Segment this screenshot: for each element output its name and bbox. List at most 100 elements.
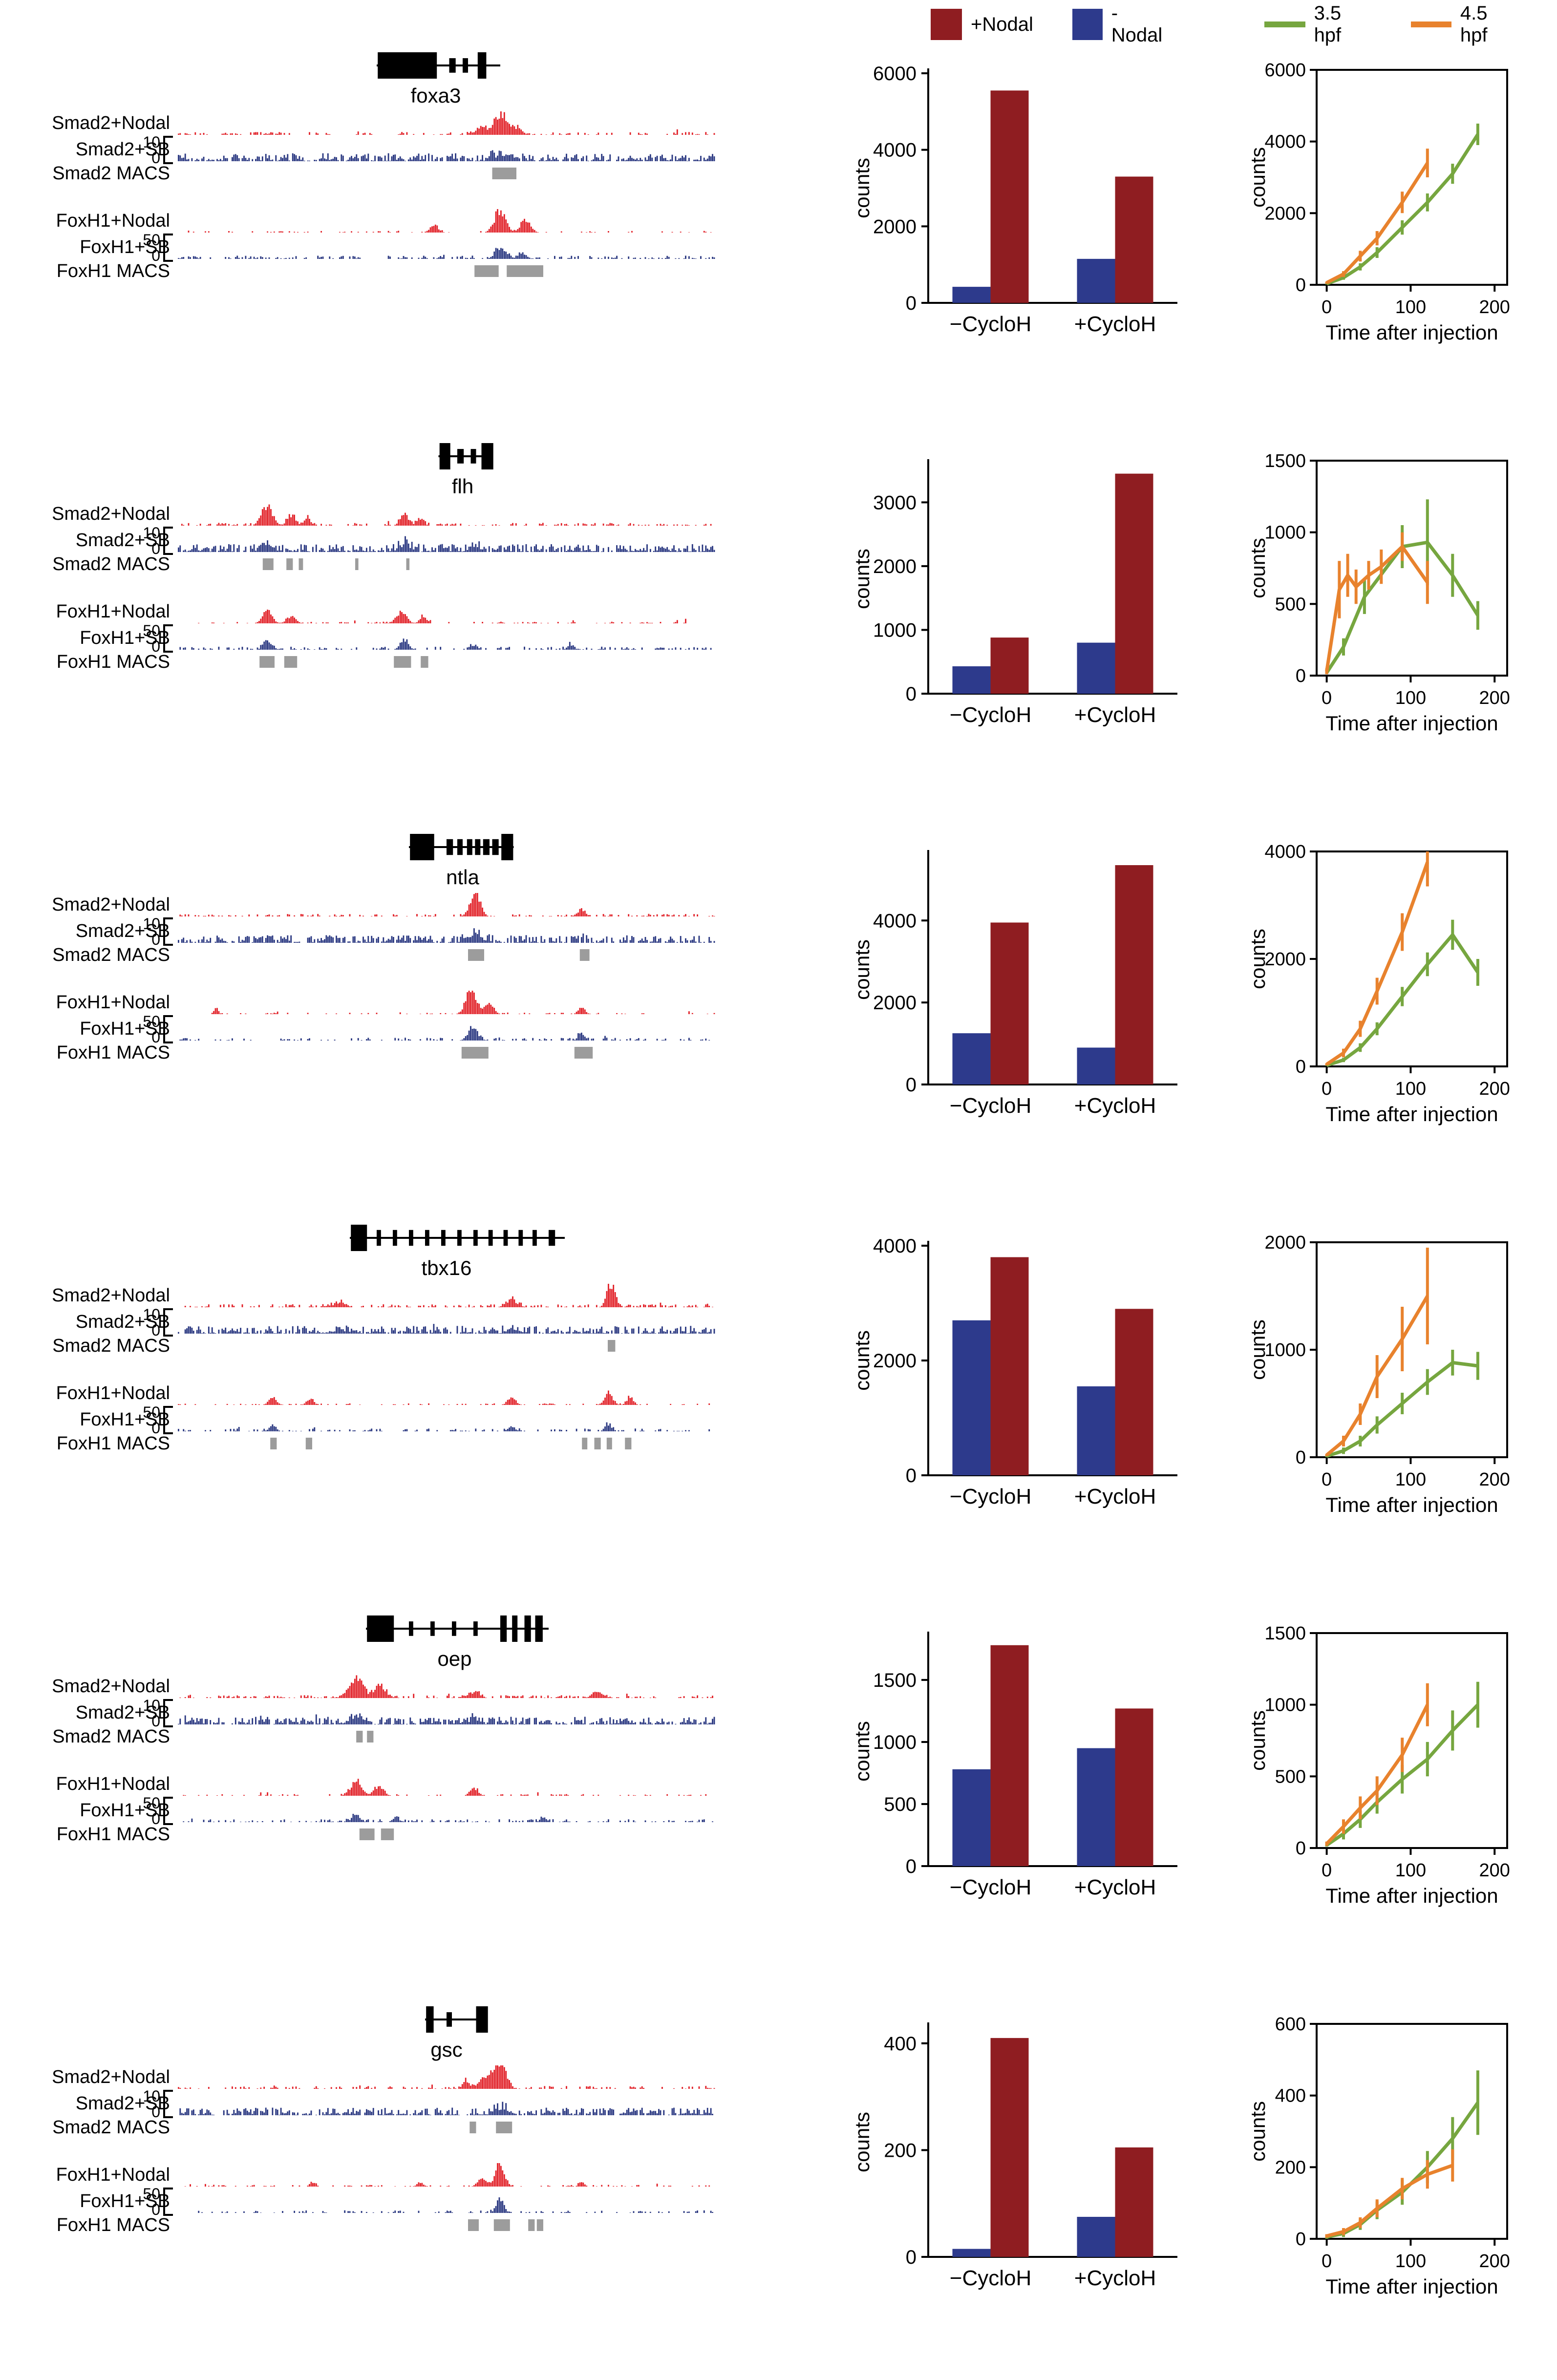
smad2-macs-track [492,168,516,179]
smad2-macs-track [262,558,410,570]
svg-text:200: 200 [1479,1469,1510,1490]
gene-name: ntla [446,866,479,889]
gene-name: tbx16 [421,1256,472,1279]
svg-text:counts: counts [851,158,874,218]
svg-text:0: 0 [1296,2229,1306,2250]
scale-bracket-icon [163,136,173,164]
svg-text:100: 100 [1395,1860,1426,1881]
foxh1-macs-track [259,656,428,668]
scale-bracket-icon [163,1015,173,1043]
foxh1-sb-track [198,2197,713,2213]
svg-text:counts: counts [1246,147,1269,208]
track-label-foxh1-macs: FoxH1 MACS [56,1433,170,1454]
timecourse-line-chart: 0 2000 4000 6000 0 100 200 Time after injection… [1246,60,1510,344]
foxh1-macs-track [359,1828,394,1840]
svg-text:2000: 2000 [873,1350,917,1372]
track-label-smad2-nodal: Smad2+Nodal [52,504,170,524]
track-label-foxh1-sb: FoxH1+SB [80,1409,170,1430]
svg-text:4000: 4000 [873,1235,917,1257]
foxh1-scale-bottom: 0 [151,638,160,655]
foxh1-nodal-track [178,1390,710,1405]
track-label-smad2-nodal: Smad2+Nodal [52,894,170,915]
svg-text:200: 200 [1479,2251,1510,2272]
counts-bar-chart: 0 500 1000 1500 counts −CycloH +CycloH [851,1632,1177,1899]
track-label-foxh1-nodal: FoxH1+Nodal [56,1383,170,1403]
foxh1-macs-track [474,265,543,277]
svg-text:500: 500 [1275,1766,1306,1787]
svg-text:100: 100 [1395,1469,1426,1490]
track-label-smad2-sb: Smad2+SB [75,1702,170,1723]
counts-bar-chart: 0 2000 4000 6000 counts −CycloH +CycloH [851,63,1177,336]
svg-text:Time after injection: Time after injection [1325,321,1498,344]
svg-text:1000: 1000 [1264,1340,1306,1360]
plus-nodal-label: +Nodal [971,13,1033,35]
smad2-scale: 10 0 [137,133,175,167]
svg-text:−CycloH: −CycloH [950,703,1032,727]
svg-text:4000: 4000 [873,910,917,932]
smad2-macs-track [469,2122,512,2133]
svg-text:400: 400 [884,2033,917,2055]
smad2-scale-top: 10 [143,1697,160,1714]
track-label-foxh1-macs: FoxH1 MACS [56,1042,170,1063]
gene-name: gsc [430,2038,463,2061]
track-label-smad2-nodal: Smad2+Nodal [52,1285,170,1306]
smad2-scale: 10 0 [137,1697,175,1729]
gene-model [438,443,493,469]
svg-text:counts: counts [851,939,874,1000]
smad2-scale-bottom: 0 [151,540,160,557]
svg-text:−CycloH: −CycloH [950,1485,1032,1509]
scale-bracket-icon [163,234,173,262]
track-label-smad2-macs: Smad2 MACS [52,163,170,184]
track-label-smad2-macs: Smad2 MACS [52,2117,170,2138]
gene-name: foxa3 [410,84,461,107]
svg-text:200: 200 [1479,297,1510,318]
timecourse-line-chart: 0 200 400 600 0 100 200 Time after injection cou… [1246,2014,1510,2298]
timecourse-line-chart: 0 1000 2000 0 100 200 Time after injection coun… [1246,1232,1510,1516]
svg-text:0: 0 [1296,1057,1306,1077]
svg-text:0: 0 [1322,297,1332,318]
svg-text:2000: 2000 [1264,949,1306,970]
smad2-scale-top: 10 [143,133,160,151]
scale-bracket-icon [163,1797,173,1825]
svg-text:100: 100 [1395,1079,1426,1099]
svg-text:500: 500 [884,1794,917,1815]
svg-text:100: 100 [1395,297,1426,318]
smad2-scale: 10 0 [137,1306,175,1338]
svg-text:100: 100 [1395,2251,1426,2272]
minus-nodal-label: -Nodal [1111,2,1163,46]
svg-text:counts: counts [851,1330,874,1391]
smad2-nodal-track [184,1284,713,1307]
scale-bracket-icon [163,1406,173,1434]
svg-text:4000: 4000 [1264,132,1306,152]
track-label-smad2-sb: Smad2+SB [75,921,170,941]
gene-model [425,2006,488,2033]
foxh1-scale-bottom: 0 [151,2201,160,2218]
counts-bar-chart: 0 2000 4000 counts −CycloH +CycloH [851,1235,1177,1509]
svg-text:1500: 1500 [873,1670,917,1691]
foxh1-macs-track [461,1047,593,1059]
legend-hpf45: 4.5 hpf [1410,2,1518,46]
svg-text:0: 0 [1296,275,1306,296]
foxh1-sb-track [178,1422,710,1431]
track-label-foxh1-macs: FoxH1 MACS [56,2215,170,2235]
svg-text:counts: counts [1246,929,1269,989]
timecourse-line-chart: 0 2000 4000 0 100 200 Time after injection coun… [1246,842,1510,1126]
track-label-foxh1-macs: FoxH1 MACS [56,261,170,281]
svg-text:200: 200 [1275,2157,1306,2178]
svg-text:6000: 6000 [1264,60,1306,81]
foxh1-scale-top: 50 [143,1013,160,1030]
smad2-sb-track [178,536,715,552]
track-label-smad2-sb: Smad2+SB [75,139,170,160]
svg-text:1000: 1000 [1264,523,1306,543]
smad2-scale-top: 10 [143,1306,160,1323]
foxh1-scale-top: 50 [143,231,160,249]
smad2-macs-track [608,1340,616,1352]
gene-panel: gsc Smad2+Nodal Smad2+SB Smad2 MACS FoxH… [0,1983,1557,2380]
smad2-scale-bottom: 0 [151,149,160,167]
svg-text:Time after injection: Time after injection [1325,1493,1498,1516]
svg-text:1500: 1500 [1264,451,1306,471]
track-label-foxh1-sb: FoxH1+SB [80,628,170,648]
foxh1-scale-bottom: 0 [151,247,160,264]
hpf45-label: 4.5 hpf [1460,2,1488,46]
